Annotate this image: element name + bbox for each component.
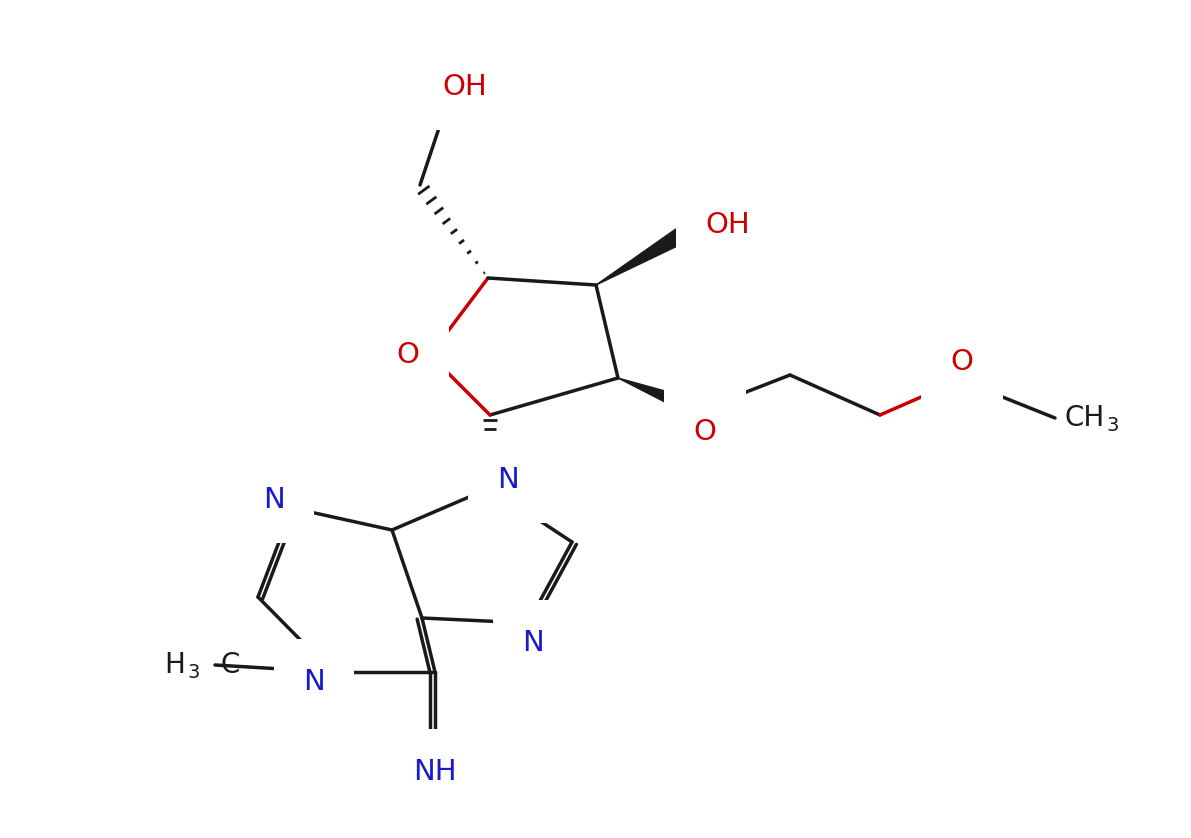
Text: CH: CH (1065, 404, 1105, 432)
Polygon shape (596, 222, 694, 285)
Text: C: C (220, 651, 239, 679)
Text: OH: OH (705, 211, 750, 239)
Text: NH: NH (413, 758, 457, 786)
Text: N: N (497, 466, 519, 494)
Text: N: N (263, 486, 285, 514)
Polygon shape (618, 378, 703, 418)
Text: O: O (950, 348, 973, 376)
Text: 3: 3 (1106, 416, 1118, 436)
Text: O: O (397, 341, 419, 369)
Text: N: N (522, 629, 544, 657)
Text: 3: 3 (188, 664, 200, 682)
Text: H: H (164, 651, 185, 679)
Text: N: N (304, 668, 325, 696)
Text: OH: OH (443, 73, 487, 101)
Text: O: O (693, 418, 717, 446)
